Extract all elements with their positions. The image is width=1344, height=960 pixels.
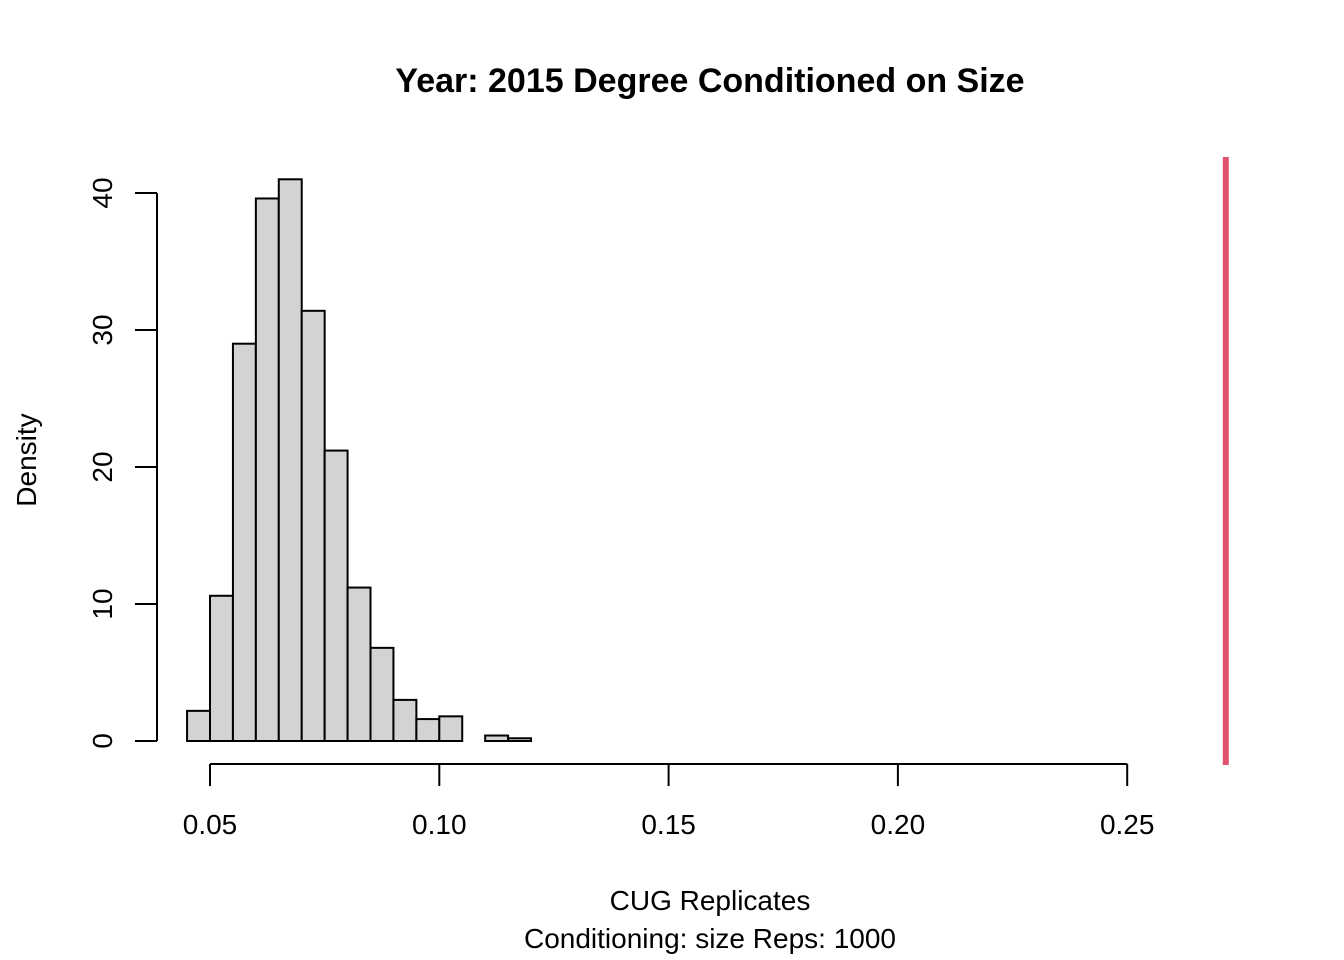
bars-group [186, 178, 533, 743]
histogram-bar [209, 594, 234, 743]
histogram-bar [392, 698, 418, 743]
histogram-bar [507, 737, 533, 743]
histogram-bar [254, 197, 280, 743]
y-axis: 0 10 20 30 40 [87, 177, 158, 749]
x-tick-label: 0.15 [641, 809, 696, 840]
histogram-bar [369, 646, 395, 743]
histogram-bar [231, 342, 257, 742]
histogram-bar [484, 734, 510, 743]
x-tick-label: 0.20 [871, 809, 926, 840]
y-tick-label: 10 [87, 588, 118, 619]
x-axis-label: CUG Replicates [610, 885, 811, 916]
histogram-bar [300, 309, 326, 742]
y-axis-label: Density [11, 413, 42, 506]
histogram-bar [415, 718, 441, 743]
x-tick-label: 0.25 [1100, 809, 1155, 840]
histogram-bar [346, 586, 372, 742]
histogram-bar [438, 715, 464, 743]
histogram-bar [186, 709, 212, 742]
x-axis: 0.05 0.10 0.15 0.20 0.25 [183, 763, 1155, 840]
chart-title: Year: 2015 Degree Conditioned on Size [395, 62, 1024, 100]
x-axis-subtitle: Conditioning: size Reps: 1000 [524, 923, 896, 954]
y-tick-label: 40 [87, 177, 118, 208]
y-tick-label: 0 [87, 733, 118, 749]
histogram-bar [323, 449, 349, 742]
x-tick-label: 0.10 [412, 809, 467, 840]
y-tick-label: 20 [87, 451, 118, 482]
histogram-bar [277, 178, 303, 743]
x-tick-label: 0.05 [183, 809, 238, 840]
y-tick-label: 30 [87, 314, 118, 345]
